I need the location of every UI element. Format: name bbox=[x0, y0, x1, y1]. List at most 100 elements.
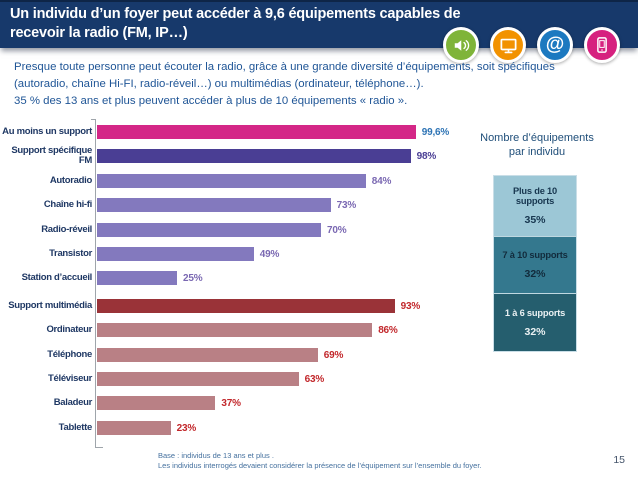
bar-row: Radio-réveil 70% bbox=[0, 223, 470, 237]
bar-row: Téléviseur 63% bbox=[0, 372, 470, 386]
speaker-glyph bbox=[454, 39, 469, 51]
bar bbox=[97, 299, 395, 313]
bar bbox=[97, 149, 411, 163]
footnote-line-1: Base : individus de 13 ans et plus . bbox=[158, 451, 274, 460]
segment-label: 1 à 6 supports bbox=[504, 307, 566, 318]
title-banner: Un individu d’un foyer peut accéder à 9,… bbox=[0, 0, 638, 48]
axis-tick-top bbox=[91, 119, 96, 120]
bar-row: Autoradio 84% bbox=[0, 174, 470, 188]
bar-category-label: Téléphone bbox=[47, 348, 92, 360]
bar-track: 23% bbox=[97, 421, 470, 435]
phone-glyph bbox=[597, 37, 607, 53]
stacked-chart-title-line-1: Nombre d’équipements bbox=[480, 132, 594, 144]
bar-row: Support multimédia 93% bbox=[0, 299, 470, 313]
bar bbox=[97, 396, 216, 410]
bar-category-label: Radio-réveil bbox=[41, 223, 92, 235]
bar-category-label: Chaîne hi-fi bbox=[43, 198, 92, 210]
slide-title-line-2: recevoir la radio (FM, IP…) bbox=[10, 25, 188, 41]
bar bbox=[97, 348, 318, 362]
bar-category-label: Support multimédia bbox=[8, 299, 92, 311]
bar-category-label: Support spécifique FM bbox=[11, 144, 92, 166]
equipment-bar-chart: Au moins un support 99,6% Support spécifiq… bbox=[0, 119, 470, 453]
equipment-count-stacked-chart: Plus de 10 supports 35% 7 à 10 supports … bbox=[493, 175, 577, 352]
bar-value-label: 70% bbox=[327, 224, 347, 236]
slide-title-line-1: Un individu d’un foyer peut accéder à 9,… bbox=[10, 6, 461, 22]
bar-value-label: 84% bbox=[371, 175, 392, 187]
bar-track: 69% bbox=[97, 348, 470, 362]
bar-track: 84% bbox=[97, 174, 470, 188]
bar bbox=[97, 223, 321, 237]
bar-value-label: 99,6% bbox=[421, 126, 450, 138]
bar-row: Support spécifique FM 98% bbox=[0, 145, 470, 166]
intro-paragraph: Presque toute personne peut écouter la r… bbox=[14, 59, 630, 110]
bar bbox=[97, 421, 171, 435]
bar-category-label: Station d’accueil bbox=[21, 271, 93, 283]
bar-row: Chaîne hi-fi 73% bbox=[0, 198, 470, 212]
bar-category-label: Autoradio bbox=[49, 174, 92, 186]
bar-track: 93% bbox=[97, 299, 470, 313]
bar-category-label: Tablette bbox=[58, 421, 93, 433]
bar-value-label: 73% bbox=[336, 199, 357, 211]
stack-segment-7-a-10: 7 à 10 supports 32% bbox=[494, 236, 576, 293]
bar-value-label: 23% bbox=[176, 422, 197, 434]
bar-value-label: 25% bbox=[183, 272, 203, 284]
axis-tick-bottom bbox=[95, 447, 103, 448]
footnote-line-2: Les individus interrogés devaient consid… bbox=[158, 460, 482, 470]
segment-value: 35% bbox=[524, 214, 546, 226]
bar bbox=[97, 271, 177, 285]
bar-track: 25% bbox=[97, 271, 470, 285]
stacked-chart-title: Nombre d’équipements par individu bbox=[460, 131, 614, 159]
bar-value-label: 98% bbox=[416, 150, 437, 162]
bar-row: Ordinateur 86% bbox=[0, 323, 470, 337]
segment-label: 7 à 10 supports bbox=[502, 250, 568, 260]
bar-track: 37% bbox=[97, 396, 470, 410]
bar-track: 86% bbox=[97, 323, 470, 337]
bar-category-label: Transistor bbox=[49, 247, 92, 259]
chart-axis bbox=[95, 119, 96, 448]
bar bbox=[97, 247, 254, 261]
bar-track: 99,6% bbox=[97, 125, 470, 139]
stack-segment-plus-de-10: Plus de 10 supports 35% bbox=[494, 176, 576, 236]
bar-row: Au moins un support 99,6% bbox=[0, 125, 470, 139]
stack-segment-1-a-6: 1 à 6 supports 32% bbox=[494, 293, 576, 351]
segment-value: 32% bbox=[524, 268, 546, 280]
bar-category-label: Au moins un support bbox=[2, 125, 92, 137]
bar-value-label: 69% bbox=[323, 349, 344, 361]
bar-row: Tablette 23% bbox=[0, 421, 470, 435]
media-icons: @ bbox=[443, 27, 620, 63]
stacked-chart-title-line-2: par individu bbox=[508, 146, 566, 158]
bar-value-label: 37% bbox=[221, 397, 241, 409]
at-icon: @ bbox=[537, 27, 573, 63]
bar-value-label: 86% bbox=[378, 324, 398, 336]
intro-line-1: Presque toute personne peut écouter la r… bbox=[14, 61, 555, 73]
bar-value-label: 93% bbox=[400, 300, 421, 312]
page-number: 15 bbox=[613, 454, 625, 466]
bar-track: 70% bbox=[97, 223, 470, 237]
bar-track: 73% bbox=[97, 198, 470, 212]
bar-track: 49% bbox=[97, 247, 470, 261]
segment-label: Plus de 10 supports bbox=[513, 186, 557, 206]
bar-row: Transistor 49% bbox=[0, 247, 470, 261]
bar-category-label: Téléviseur bbox=[48, 372, 92, 384]
bar-category-label: Baladeur bbox=[53, 396, 93, 408]
bar-row: Téléphone 69% bbox=[0, 348, 470, 362]
bar bbox=[97, 125, 416, 139]
bar-row: Station d’accueil 25% bbox=[0, 271, 470, 285]
intro-line-3: 35 % des 13 ans et plus peuvent accéder … bbox=[14, 95, 408, 107]
bar-value-label: 49% bbox=[259, 248, 280, 260]
bar bbox=[97, 198, 331, 212]
intro-line-2: (autoradio, chaîne Hi-FI, radio-réveil…)… bbox=[14, 78, 424, 90]
bar bbox=[97, 174, 366, 188]
bar-category-label: Ordinateur bbox=[46, 323, 92, 335]
bar-row: Baladeur 37% bbox=[0, 396, 470, 410]
footnote: Base : individus de 13 ans et plus . Les… bbox=[158, 451, 482, 470]
bar bbox=[97, 323, 373, 337]
slide-title: Un individu d’un foyer peut accéder à 9,… bbox=[0, 2, 638, 43]
phone-icon bbox=[584, 27, 620, 63]
speaker-icon bbox=[443, 27, 479, 63]
monitor-icon bbox=[490, 27, 526, 63]
at-glyph: @ bbox=[545, 33, 565, 55]
bar-value-label: 63% bbox=[304, 373, 325, 385]
bar bbox=[97, 372, 299, 386]
segment-value: 32% bbox=[524, 325, 546, 338]
